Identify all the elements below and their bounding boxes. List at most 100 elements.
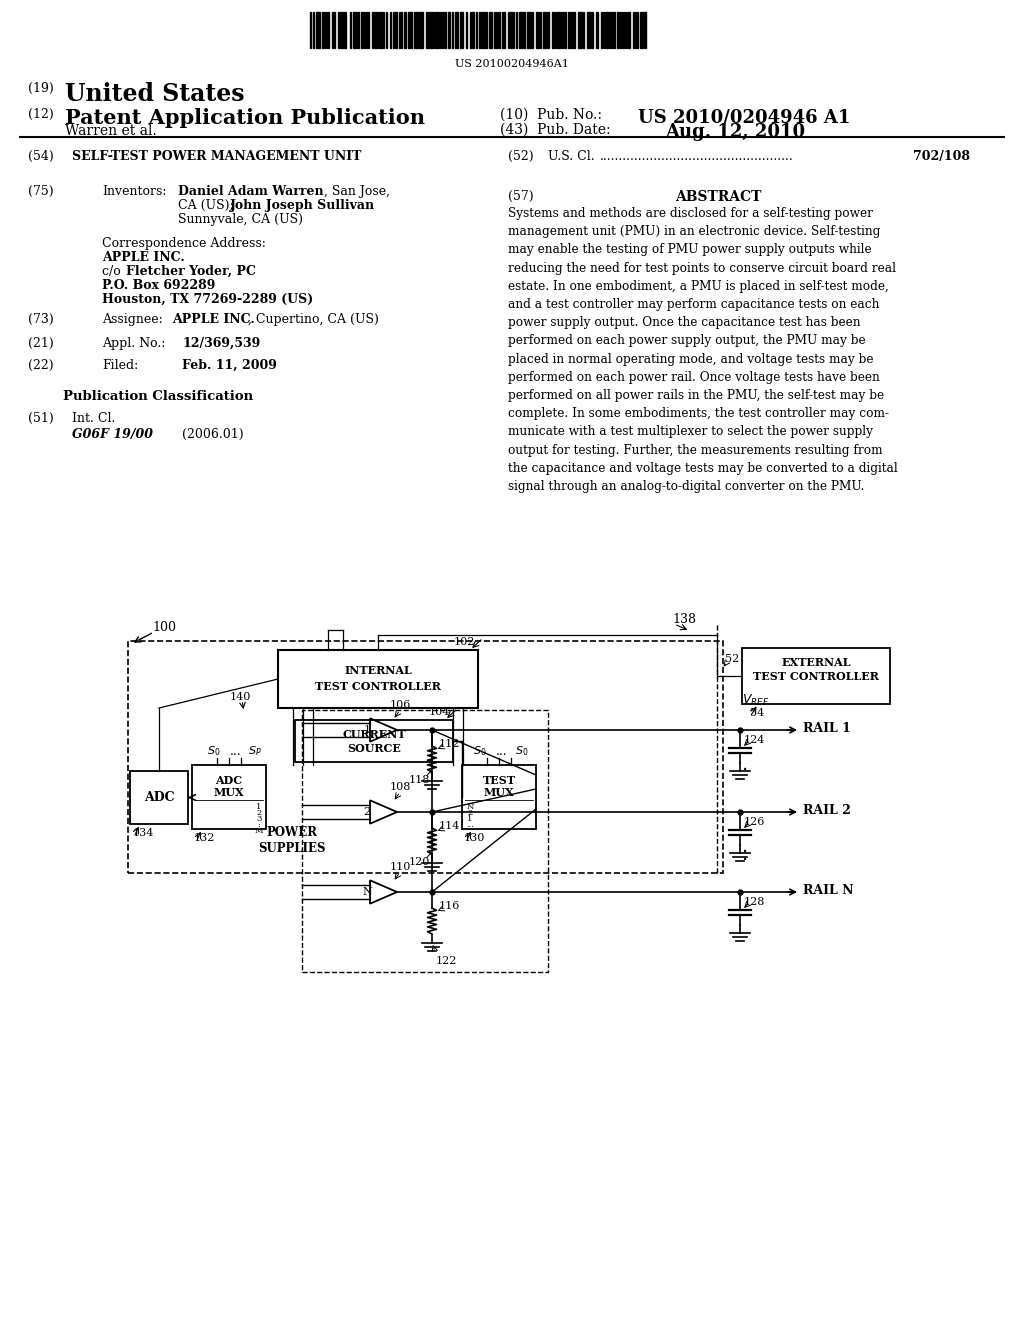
Bar bbox=[302, 710, 548, 972]
Bar bbox=[557, 12, 560, 48]
Bar bbox=[430, 12, 433, 48]
Text: CURRENT: CURRENT bbox=[342, 729, 406, 739]
Text: Appl. No.:: Appl. No.: bbox=[102, 337, 165, 350]
Bar bbox=[510, 12, 512, 48]
Bar bbox=[620, 12, 622, 48]
Text: United States: United States bbox=[65, 82, 245, 106]
Text: Houston, TX 77269-2289 (US): Houston, TX 77269-2289 (US) bbox=[102, 293, 313, 306]
Text: G06F 19/00: G06F 19/00 bbox=[72, 428, 153, 441]
Text: (52): (52) bbox=[508, 150, 534, 162]
Text: 118: 118 bbox=[409, 775, 430, 785]
Bar bbox=[587, 12, 590, 48]
Bar bbox=[357, 12, 359, 48]
Text: c/o: c/o bbox=[102, 265, 125, 279]
Text: $S_0$: $S_0$ bbox=[473, 744, 486, 758]
Bar bbox=[498, 12, 500, 48]
Text: ...: ... bbox=[466, 821, 474, 829]
Bar bbox=[627, 12, 630, 48]
Bar bbox=[485, 12, 487, 48]
Bar bbox=[372, 12, 374, 48]
Text: ADC: ADC bbox=[215, 775, 243, 785]
Text: (19): (19) bbox=[28, 82, 53, 95]
Bar bbox=[416, 12, 418, 48]
Text: 114: 114 bbox=[439, 821, 461, 832]
Text: , Cupertino, CA (US): , Cupertino, CA (US) bbox=[248, 313, 379, 326]
Bar bbox=[523, 12, 525, 48]
Bar bbox=[426, 12, 429, 48]
Text: N: N bbox=[362, 887, 372, 898]
Text: ·: · bbox=[741, 762, 749, 780]
Text: INTERNAL: INTERNAL bbox=[344, 665, 412, 676]
Bar bbox=[278, 649, 478, 708]
Bar bbox=[419, 12, 423, 48]
Bar bbox=[742, 648, 890, 704]
Text: RAIL 2: RAIL 2 bbox=[803, 804, 851, 817]
Bar bbox=[489, 12, 492, 48]
Text: 2: 2 bbox=[364, 807, 371, 817]
Text: (51): (51) bbox=[28, 412, 53, 425]
Text: 132: 132 bbox=[194, 833, 215, 843]
Text: 52: 52 bbox=[725, 653, 739, 664]
Bar bbox=[455, 12, 458, 48]
Text: ·: · bbox=[741, 850, 749, 870]
Bar bbox=[644, 12, 646, 48]
Bar bbox=[460, 12, 463, 48]
Bar bbox=[502, 12, 505, 48]
Bar bbox=[519, 12, 522, 48]
Text: :: : bbox=[258, 821, 260, 829]
Text: 104: 104 bbox=[429, 708, 450, 717]
Text: RAIL 1: RAIL 1 bbox=[803, 722, 851, 735]
Bar bbox=[395, 12, 397, 48]
Bar bbox=[596, 12, 598, 48]
Text: 122: 122 bbox=[436, 956, 458, 966]
Bar bbox=[543, 12, 546, 48]
Bar bbox=[404, 12, 406, 48]
Text: 108: 108 bbox=[390, 781, 412, 792]
Bar bbox=[436, 12, 438, 48]
Text: APPLE INC.: APPLE INC. bbox=[102, 251, 184, 264]
Text: Aug. 12, 2010: Aug. 12, 2010 bbox=[665, 123, 805, 141]
Bar bbox=[375, 12, 377, 48]
Text: Warren et al.: Warren et al. bbox=[65, 124, 157, 139]
Text: $V_{REF}$: $V_{REF}$ bbox=[742, 693, 769, 708]
Bar bbox=[322, 12, 324, 48]
Bar bbox=[449, 12, 450, 48]
Text: SUPPLIES: SUPPLIES bbox=[258, 842, 326, 855]
Bar bbox=[380, 12, 382, 48]
Bar bbox=[609, 12, 611, 48]
Text: 126: 126 bbox=[744, 817, 765, 828]
Text: (75): (75) bbox=[28, 185, 53, 198]
Bar bbox=[552, 12, 554, 48]
Text: ·: · bbox=[741, 842, 749, 862]
Bar bbox=[578, 12, 582, 48]
Text: Systems and methods are disclosed for a self-testing power
management unit (PMU): Systems and methods are disclosed for a … bbox=[508, 207, 898, 492]
Text: 54: 54 bbox=[750, 708, 764, 718]
Text: 1: 1 bbox=[256, 803, 262, 810]
Text: 2: 2 bbox=[467, 809, 473, 817]
Text: ..................................................: ........................................… bbox=[600, 150, 794, 162]
Bar bbox=[193, 766, 266, 829]
Text: Patent Application Publication: Patent Application Publication bbox=[65, 108, 425, 128]
Text: Filed:: Filed: bbox=[102, 359, 138, 372]
Text: 100: 100 bbox=[152, 620, 176, 634]
Text: 110: 110 bbox=[390, 862, 412, 873]
Text: (2006.01): (2006.01) bbox=[182, 428, 244, 441]
Text: APPLE INC.: APPLE INC. bbox=[172, 313, 255, 326]
Bar bbox=[316, 12, 319, 48]
Text: P.O. Box 692289: P.O. Box 692289 bbox=[102, 279, 215, 292]
Text: MUX: MUX bbox=[483, 788, 514, 799]
Text: 1: 1 bbox=[467, 814, 473, 822]
Text: Daniel Adam Warren: Daniel Adam Warren bbox=[178, 185, 324, 198]
Text: ...: ... bbox=[497, 744, 508, 758]
Bar bbox=[340, 12, 343, 48]
Text: (54): (54) bbox=[28, 150, 53, 162]
Text: 128: 128 bbox=[744, 898, 765, 907]
Text: 116: 116 bbox=[439, 902, 461, 911]
Text: (22): (22) bbox=[28, 359, 53, 372]
Text: (21): (21) bbox=[28, 337, 53, 350]
Text: US 20100204946A1: US 20100204946A1 bbox=[455, 59, 569, 69]
Bar bbox=[353, 12, 356, 48]
Text: SOURCE: SOURCE bbox=[347, 742, 401, 754]
Text: SELF-TEST POWER MANAGEMENT UNIT: SELF-TEST POWER MANAGEMENT UNIT bbox=[72, 150, 361, 162]
Text: Fletcher Yoder, PC: Fletcher Yoder, PC bbox=[126, 265, 256, 279]
